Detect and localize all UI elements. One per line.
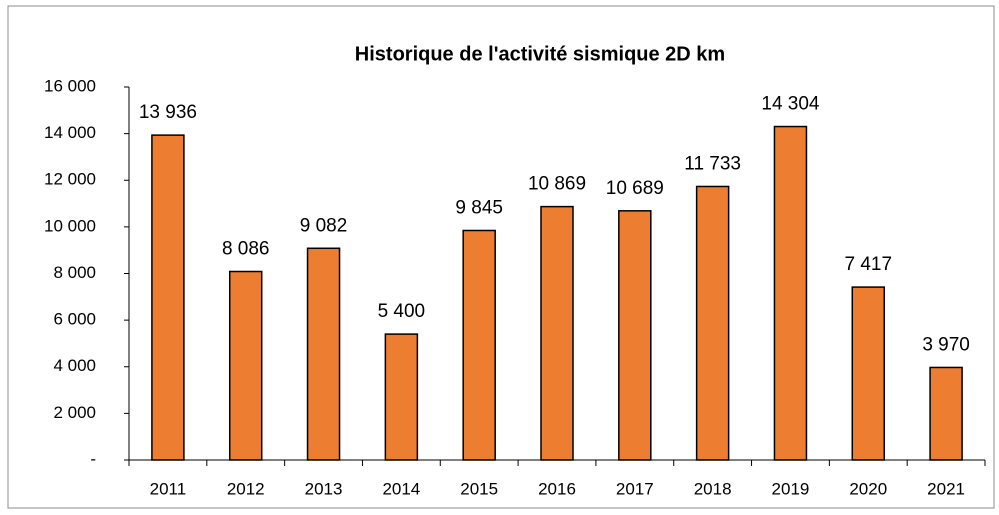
y-tick-label: - <box>90 449 96 468</box>
data-label: 9 845 <box>455 198 503 219</box>
y-tick-label: 4 000 <box>53 356 96 375</box>
x-tick-label: 2012 <box>227 479 265 498</box>
bar <box>151 134 185 461</box>
y-tick-label: 12 000 <box>44 170 96 189</box>
data-label: 13 936 <box>139 102 197 123</box>
x-tick-label: 2016 <box>538 479 576 498</box>
bar <box>462 229 496 461</box>
data-label: 10 689 <box>606 178 664 199</box>
bar <box>851 286 886 461</box>
chart-title: Historique de l'activité sismique 2D km <box>355 43 725 65</box>
y-tick-label: 14 000 <box>44 123 96 142</box>
y-tick-label: 10 000 <box>44 216 96 235</box>
bar <box>695 185 730 461</box>
bar <box>384 333 419 461</box>
x-tick-label: 2015 <box>460 479 498 498</box>
data-label: 3 970 <box>922 334 970 355</box>
bar <box>228 270 263 461</box>
y-tick-label: 16 000 <box>44 76 96 95</box>
bar <box>929 366 963 461</box>
x-tick-label: 2011 <box>150 479 187 498</box>
bar <box>773 125 808 461</box>
x-tick-label: 2019 <box>772 479 810 498</box>
data-label: 5 400 <box>378 301 426 322</box>
x-tick-label: 2014 <box>382 479 420 498</box>
x-tick-label: 2013 <box>305 479 343 498</box>
x-tick-label: 2018 <box>694 479 732 498</box>
y-tick-label: 2 000 <box>53 403 96 422</box>
data-label: 10 869 <box>528 174 586 195</box>
x-tick-label: 2017 <box>616 479 654 498</box>
bar <box>540 205 574 461</box>
bar <box>618 210 652 461</box>
y-tick-label: 8 000 <box>53 263 96 282</box>
data-label: 14 304 <box>761 94 820 115</box>
data-label: 11 733 <box>684 153 741 174</box>
data-label: 8 086 <box>222 239 270 260</box>
data-label: 9 082 <box>300 215 348 236</box>
y-tick-label: 6 000 <box>53 310 96 329</box>
x-tick-label: 2020 <box>849 479 887 498</box>
data-label: 7 417 <box>844 254 892 275</box>
x-tick-label: 2021 <box>927 479 965 498</box>
bar <box>306 247 341 461</box>
